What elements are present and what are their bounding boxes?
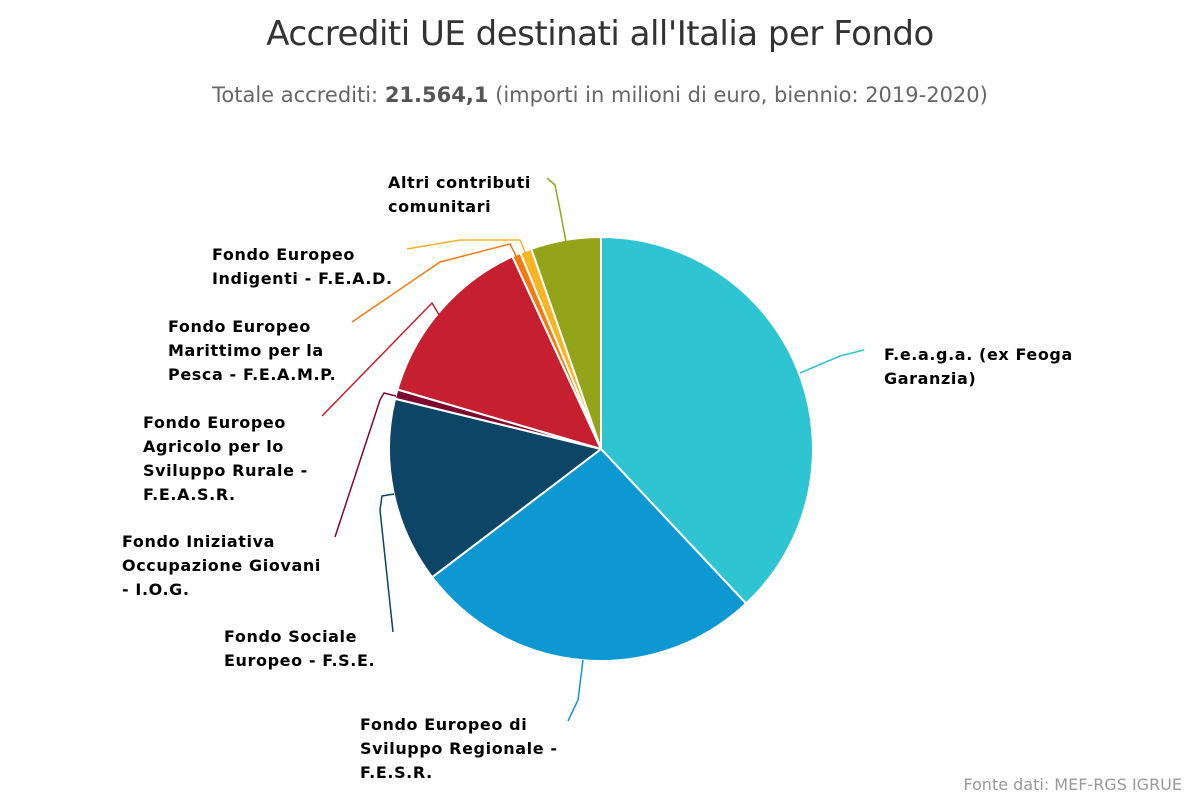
slice-labels: F.e.a.g.a. (ex Feoga Garanzia) Fondo Europ…	[122, 173, 1073, 782]
subtitle-suffix: (importi in milioni di euro, biennio: 20…	[488, 83, 988, 107]
chart-title: Accrediti UE destinati all'Italia per Fo…	[266, 14, 934, 54]
pie-slice[interactable]	[388, 397, 602, 579]
slice-label: Fondo Europeo di Sviluppo Regionale -F.E.…	[360, 715, 558, 782]
subtitle-prefix: Totale accrediti:	[212, 83, 385, 107]
slice-label: Fondo Europeo Indigenti - F.E.A.D.	[212, 245, 393, 288]
pie-slice[interactable]	[600, 236, 814, 605]
slice-label: F.e.a.g.a. (ex Feoga Garanzia)	[884, 345, 1073, 388]
slice-label: Fondo Europeo Agricolo per lo Sviluppo Rur…	[143, 413, 308, 504]
subtitle-total: 21.564,1	[384, 83, 489, 107]
credits[interactable]: Fonte dati: MEF-RGS IGRUE	[963, 775, 1182, 794]
slice-label: Fondo Iniziativa Occupazione Giovani - I.O…	[122, 532, 321, 599]
slice-label: Altri contributi comunitari	[388, 173, 531, 216]
connector-line	[379, 493, 395, 633]
connector-line	[546, 177, 567, 243]
connector-line	[351, 243, 517, 323]
chart-subtitle: Totale accrediti: 21.564,1 (importi in m…	[0, 83, 1200, 107]
slice-label: Fondo Europeo Marittimo per la Pesca - F.E…	[168, 317, 336, 384]
pie-slice[interactable]	[396, 255, 602, 450]
connector-line	[799, 349, 865, 374]
label-connectors	[321, 177, 865, 722]
connector-line	[321, 302, 442, 417]
slice-label: Fondo Sociale Europeo - F.S.E.	[224, 627, 375, 670]
connector-line	[406, 239, 526, 253]
connector-line	[567, 659, 584, 722]
pie-slices	[388, 236, 814, 662]
connector-line	[334, 392, 397, 538]
